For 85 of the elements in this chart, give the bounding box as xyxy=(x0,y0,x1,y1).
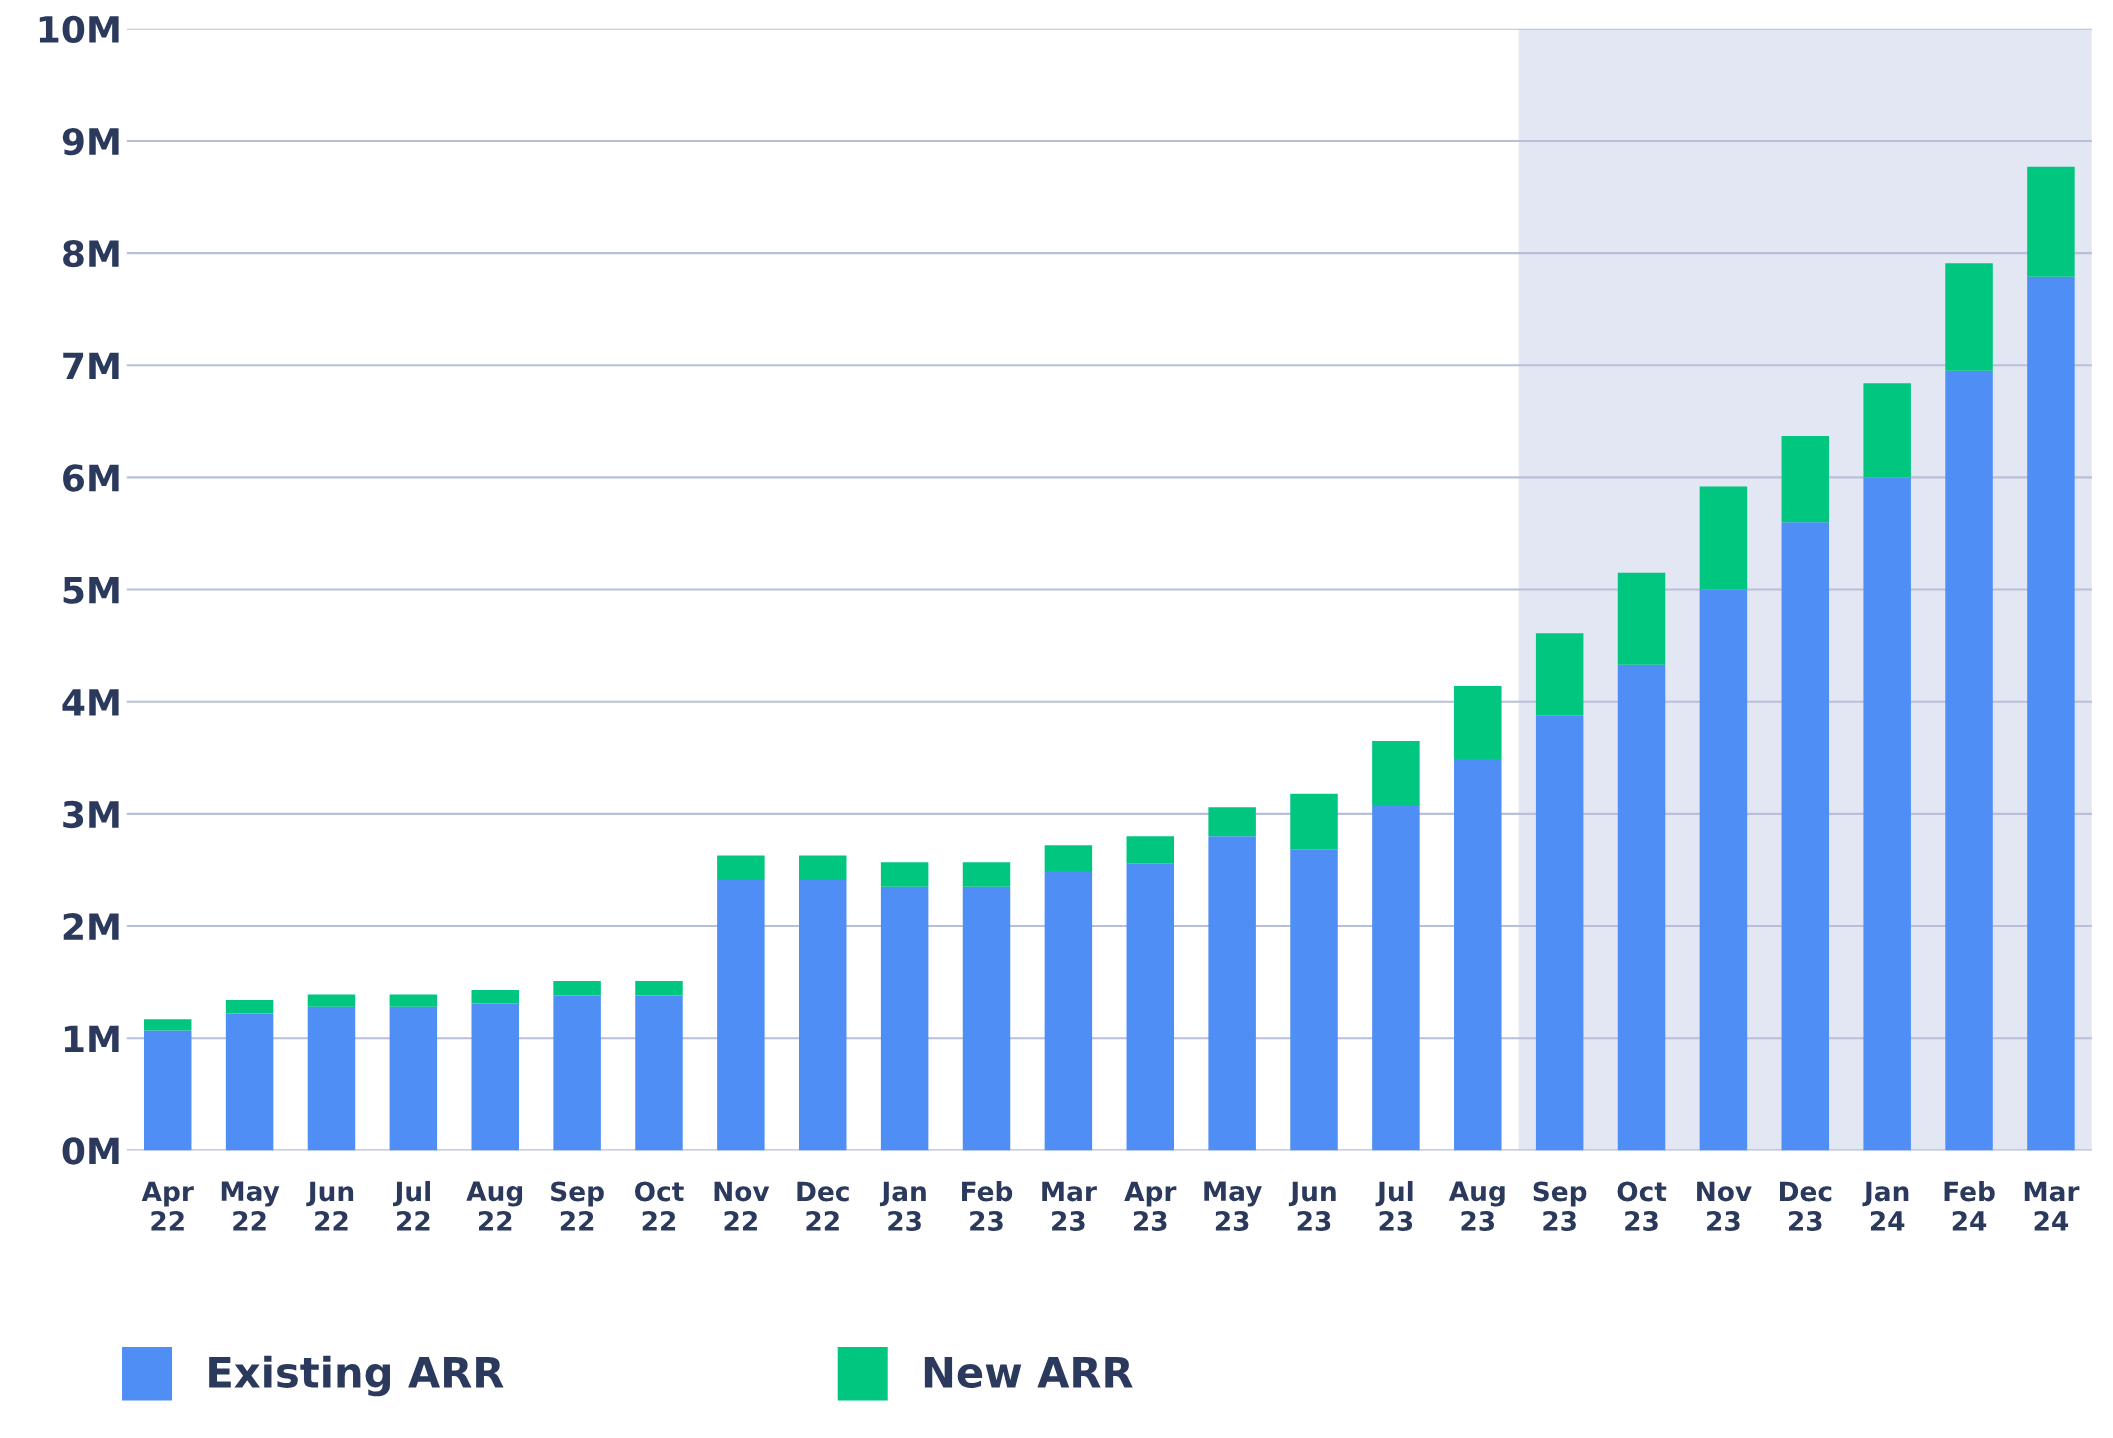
legend-label: New ARR xyxy=(924,1357,1133,1388)
bar xyxy=(1781,522,1830,1151)
bar xyxy=(1781,435,1830,523)
y-tick-label: 0M xyxy=(62,1137,119,1165)
bar xyxy=(962,862,1011,887)
bar xyxy=(799,880,847,1151)
bar xyxy=(307,994,356,1007)
bar xyxy=(1863,383,1911,478)
bar xyxy=(1290,849,1338,1151)
x-tick-label: Sep 23 xyxy=(1533,1181,1587,1231)
x-tick-label: Jul 22 xyxy=(393,1180,430,1231)
x-tick-label: Aug 22 xyxy=(466,1181,523,1231)
x-tick-label: Jun 22 xyxy=(306,1181,354,1231)
bar xyxy=(1372,741,1420,805)
bar xyxy=(2027,166,2075,277)
y-tick-label: 6M xyxy=(63,464,119,492)
bar xyxy=(1617,572,1666,665)
bar xyxy=(717,880,765,1151)
bar xyxy=(1290,793,1338,850)
bar xyxy=(1454,686,1502,759)
bar xyxy=(225,1013,274,1151)
x-tick-label: Oct 23 xyxy=(1617,1181,1667,1231)
y-tick-label: 7M xyxy=(63,352,119,379)
bar xyxy=(1208,807,1256,837)
y-tick-label: 9M xyxy=(62,127,119,156)
y-tick-label: 4M xyxy=(62,689,119,716)
bar xyxy=(1535,715,1584,1151)
x-tick-label: Jul 23 xyxy=(1375,1180,1413,1231)
bar xyxy=(225,1000,274,1014)
bar xyxy=(1699,486,1748,590)
bar xyxy=(962,886,1011,1151)
x-tick-label: Mar 23 xyxy=(1042,1181,1097,1231)
x-tick-label: Sep 22 xyxy=(551,1181,604,1231)
x-tick-label: Dec 23 xyxy=(1779,1181,1832,1231)
bar xyxy=(880,862,929,887)
y-tick-label: 10M xyxy=(39,15,119,43)
bar xyxy=(1945,370,1993,1151)
bar xyxy=(1126,836,1175,864)
bar xyxy=(307,1006,356,1151)
x-tick-label: Dec 22 xyxy=(797,1181,849,1231)
x-tick-label: Feb 23 xyxy=(962,1180,1013,1231)
x-tick-label: Apr 22 xyxy=(141,1181,194,1231)
bar xyxy=(717,855,765,881)
x-tick-label: Nov 22 xyxy=(714,1181,770,1231)
x-tick-label: Nov 23 xyxy=(1697,1181,1752,1231)
x-tick-label: Jun 23 xyxy=(1288,1181,1336,1231)
bar xyxy=(1372,804,1420,1151)
bar xyxy=(389,1006,438,1151)
bar xyxy=(143,1030,192,1151)
bar xyxy=(1208,836,1256,1151)
x-tick-label: Apr 23 xyxy=(1124,1181,1177,1231)
y-tick-label: 3M xyxy=(63,800,119,829)
x-tick-label: May 22 xyxy=(221,1181,280,1231)
bar xyxy=(1863,477,1911,1151)
x-tick-label: Oct 22 xyxy=(634,1181,684,1231)
bar xyxy=(553,981,601,996)
x-tick-label: Mar 24 xyxy=(2024,1181,2080,1231)
y-tick-label: 2M xyxy=(63,912,119,940)
y-tick-label: 5M xyxy=(63,576,119,604)
bar xyxy=(635,995,683,1151)
bar xyxy=(2027,276,2075,1151)
bar xyxy=(635,981,683,996)
bar xyxy=(1617,664,1666,1151)
bar xyxy=(471,990,519,1004)
y-tick-label: 8M xyxy=(63,240,119,268)
bar xyxy=(471,1003,519,1151)
bar xyxy=(1044,845,1093,872)
bar xyxy=(1126,863,1175,1151)
x-tick-label: Feb 24 xyxy=(1944,1180,1995,1231)
x-tick-label: Aug 23 xyxy=(1448,1181,1505,1231)
legend-label: Existing ARR xyxy=(209,1355,504,1397)
bar xyxy=(1535,633,1584,716)
bar xyxy=(880,886,929,1151)
bar xyxy=(799,855,847,881)
bar xyxy=(1454,758,1502,1151)
bar xyxy=(553,995,601,1151)
bar xyxy=(1945,263,1993,371)
x-tick-label: May 23 xyxy=(1204,1181,1262,1231)
bar xyxy=(143,1019,192,1031)
x-tick-label: Jan 23 xyxy=(879,1181,926,1231)
bar xyxy=(1044,871,1093,1151)
bar xyxy=(1699,589,1748,1151)
bar xyxy=(389,994,438,1007)
y-tick-label: 1M xyxy=(64,1025,119,1052)
x-tick-label: Jan 24 xyxy=(1862,1181,1909,1231)
